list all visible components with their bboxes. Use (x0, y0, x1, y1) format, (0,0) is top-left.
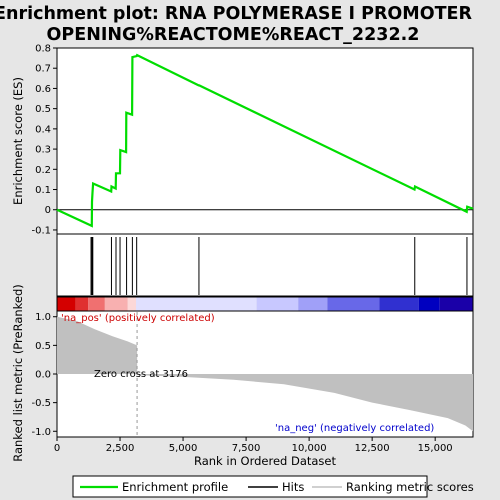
es-y-tick-label: 0.3 (35, 145, 51, 156)
gradient-segment (104, 297, 128, 311)
gradient-segment (379, 297, 419, 311)
hits-panel-frame (56, 233, 474, 297)
gradient-segment (327, 297, 380, 311)
gradient-segment (136, 297, 257, 311)
rank-x-tick-label: 5,000 (169, 443, 198, 454)
metric-y-tick-label: -0.5 (31, 398, 51, 409)
legend-enrichment-label: Enrichment profile (122, 480, 228, 494)
metric-y-tick-label: 0.5 (35, 341, 51, 352)
gradient-segment (88, 297, 105, 311)
es-y-tick-label: -0.1 (31, 225, 51, 236)
es-y-tick-label: 0.5 (35, 104, 51, 115)
chart-title-line2: OPENING%REACTOME%REACT_2232.2 (47, 25, 420, 45)
pos-correlated-label: 'na_pos' (positively correlated) (61, 313, 215, 324)
gradient-segment (439, 297, 473, 311)
metric-y-axis: 1.0 0.5 0.0 -0.5 -1.0 (31, 312, 57, 438)
rank-x-axis: 0 2,500 5,000 7,500 10,000 12,500 15,000 (54, 437, 453, 454)
gradient-segment (127, 297, 137, 311)
rank-x-tick-label: 7,500 (232, 443, 261, 454)
es-y-tick-label: 0.8 (35, 44, 51, 55)
gradient-segment (256, 297, 299, 311)
metric-y-axis-label: Ranked list metric (PreRanked) (11, 284, 25, 462)
zero-cross-label: Zero cross at 3176 (94, 369, 188, 380)
es-y-tick-label: 0.2 (35, 165, 51, 176)
es-y-tick-label: 0.7 (35, 64, 51, 75)
es-y-tick-label: 0.1 (35, 185, 51, 196)
rank-x-tick-label: 15,000 (418, 443, 453, 454)
hits-markers (90, 237, 468, 295)
legend-metric-label: Ranking metric scores (346, 480, 474, 494)
gradient-segment (298, 297, 328, 311)
chart-title-line1: Enrichment plot: RNA POLYMERASE I PROMOT… (0, 4, 472, 24)
rank-x-tick-label: 0 (54, 443, 60, 454)
es-y-axis-label: Enrichment score (ES) (11, 77, 25, 205)
es-y-axis: -0.1 0 0.1 0.2 0.3 0.4 0.5 0.6 0.7 0.8 (31, 44, 57, 236)
rank-x-tick-label: 2,500 (106, 443, 135, 454)
rank-x-axis-label: Rank in Ordered Dataset (194, 454, 337, 468)
neg-correlated-label: 'na_neg' (negatively correlated) (275, 423, 434, 434)
metric-y-tick-label: 1.0 (35, 312, 51, 323)
ranking-metric-area (57, 316, 473, 432)
metric-y-tick-label: -1.0 (31, 427, 51, 438)
gradient-segment (57, 297, 76, 311)
gradient-segment (75, 297, 89, 311)
rank-gradient-bar (56, 296, 474, 312)
es-y-tick-label: 0.6 (35, 84, 51, 95)
es-y-tick-label: 0 (45, 205, 51, 216)
rank-x-tick-label: 12,500 (355, 443, 390, 454)
enrichment-profile-line (56, 53, 474, 228)
legend-hits-label: Hits (282, 480, 304, 494)
rank-x-tick-label: 10,000 (292, 443, 327, 454)
es-panel-frame (56, 47, 474, 235)
gradient-segment (418, 297, 440, 311)
metric-y-tick-label: 0.0 (35, 370, 51, 381)
es-y-tick-label: 0.4 (35, 124, 51, 135)
